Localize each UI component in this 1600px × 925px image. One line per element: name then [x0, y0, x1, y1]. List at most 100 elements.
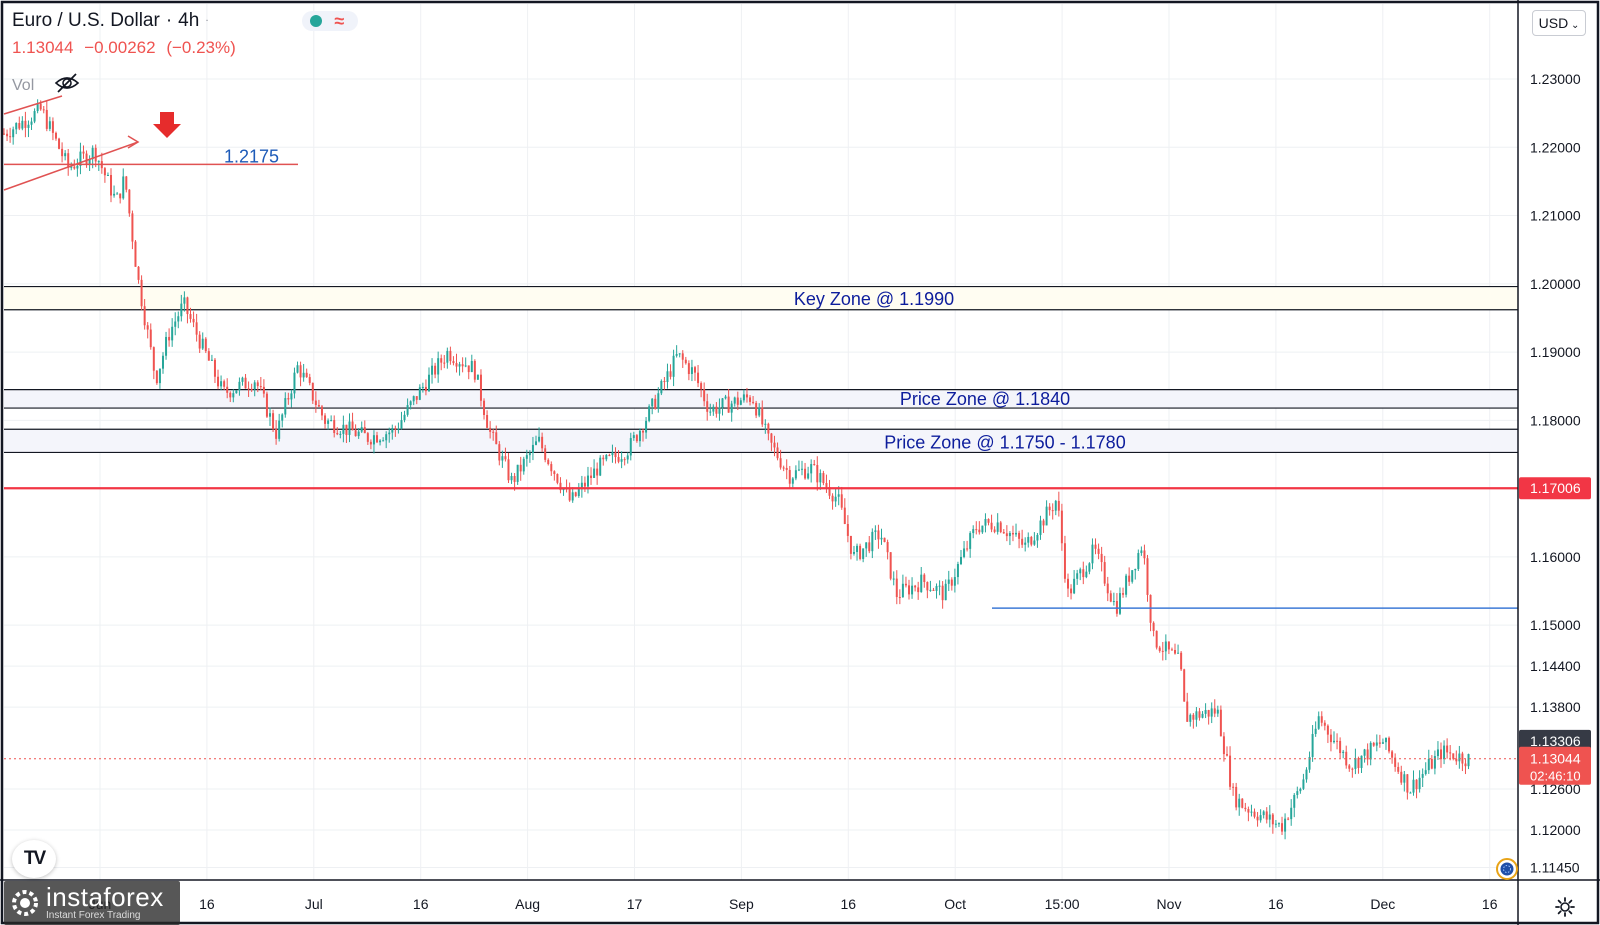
volume-indicator[interactable]: Vol: [12, 72, 364, 99]
candle-body: [213, 359, 216, 377]
candle-body: [739, 400, 742, 405]
candle-body: [810, 464, 813, 474]
gear-icon[interactable]: [1554, 896, 1576, 923]
candle-body: [437, 358, 440, 375]
currency-selector[interactable]: USD ⌄: [1532, 10, 1586, 36]
candle-body: [923, 574, 926, 583]
candle-body: [1229, 755, 1232, 787]
candle: [1070, 584, 1073, 600]
candle: [1045, 500, 1048, 526]
market-status-pill[interactable]: ≈: [302, 11, 359, 31]
candle: [253, 380, 256, 397]
candle-body: [1015, 532, 1018, 535]
timeframe[interactable]: 4h: [178, 10, 200, 31]
candle: [1259, 809, 1262, 823]
candle-body: [333, 420, 336, 434]
candle: [926, 581, 929, 599]
candle: [30, 117, 33, 130]
candle: [672, 349, 675, 387]
vol-label: Vol: [12, 76, 35, 94]
candle-body: [161, 355, 164, 369]
candle: [1238, 793, 1241, 816]
candle: [1021, 529, 1024, 548]
candle-body: [953, 577, 956, 586]
candle: [645, 417, 648, 439]
candle: [1449, 745, 1452, 761]
candle: [580, 475, 583, 498]
candle: [489, 421, 492, 439]
candle-body: [1262, 811, 1265, 816]
candle-body: [929, 589, 932, 591]
candle-body: [76, 165, 79, 169]
candle-body: [770, 433, 773, 443]
candle: [186, 296, 189, 324]
candle-body: [486, 415, 489, 428]
last-price: 1.13044: [12, 38, 74, 57]
candle: [531, 436, 534, 461]
candle: [1247, 806, 1250, 822]
candle: [865, 542, 868, 557]
candle-body: [247, 388, 250, 390]
candle: [67, 148, 70, 176]
candle-body: [1167, 641, 1170, 650]
eye-crossed-icon[interactable]: [54, 72, 80, 99]
current-price-tag-bg: [1519, 746, 1591, 785]
candle-body: [590, 475, 593, 478]
tradingview-logo[interactable]: TV: [12, 840, 56, 878]
candle: [235, 390, 238, 394]
candle-body: [421, 386, 424, 388]
candle-body: [293, 372, 296, 394]
candle-body: [1008, 533, 1011, 537]
candle-body: [541, 436, 544, 449]
candle-body: [1458, 753, 1461, 762]
candle: [880, 528, 883, 545]
globe-icon[interactable]: [1496, 858, 1518, 885]
candle-body: [1342, 751, 1345, 754]
candle: [1424, 762, 1427, 776]
symbol-title-row[interactable]: Euro / U.S. Dollar · 4h ᐧ ≈: [12, 10, 364, 32]
candle: [1400, 765, 1403, 785]
time-scale-label: Aug: [515, 896, 540, 912]
candle: [993, 526, 996, 534]
candle: [1216, 705, 1219, 717]
time-scale-label: Nov: [1157, 896, 1182, 912]
candle-body: [794, 470, 797, 479]
candle-body: [553, 471, 556, 475]
candle: [904, 576, 907, 588]
candle: [1051, 503, 1054, 520]
time-scale-label: Sep: [729, 896, 754, 912]
candle-body: [577, 489, 580, 496]
candle-body: [834, 496, 837, 502]
price-scale-label: 1.19000: [1530, 344, 1581, 360]
candle: [749, 395, 752, 406]
candle: [363, 420, 366, 434]
candle: [752, 395, 755, 405]
candle-body: [969, 533, 972, 549]
candle-body: [586, 475, 589, 487]
candle-body: [1128, 575, 1131, 582]
candle-body: [272, 413, 275, 429]
candle-body: [492, 431, 495, 433]
candle: [1122, 587, 1125, 598]
candle-body: [528, 452, 531, 456]
candle-body: [1045, 506, 1048, 526]
symbol-name[interactable]: Euro / U.S. Dollar: [12, 10, 160, 31]
candle: [284, 392, 287, 418]
candle-body: [562, 488, 565, 491]
candle: [1082, 561, 1085, 585]
candle-body: [1134, 568, 1137, 571]
candle: [599, 455, 602, 477]
candle: [1125, 573, 1128, 598]
candle-body: [990, 522, 993, 530]
candle: [479, 369, 482, 407]
candle: [568, 482, 571, 502]
candle-body: [137, 266, 140, 280]
candle: [813, 459, 816, 466]
candle: [837, 486, 840, 506]
candle-body: [1201, 713, 1204, 718]
candle-body: [825, 483, 828, 488]
candle-body: [1250, 811, 1253, 813]
candle-body: [262, 386, 265, 394]
candle-body: [669, 371, 672, 377]
